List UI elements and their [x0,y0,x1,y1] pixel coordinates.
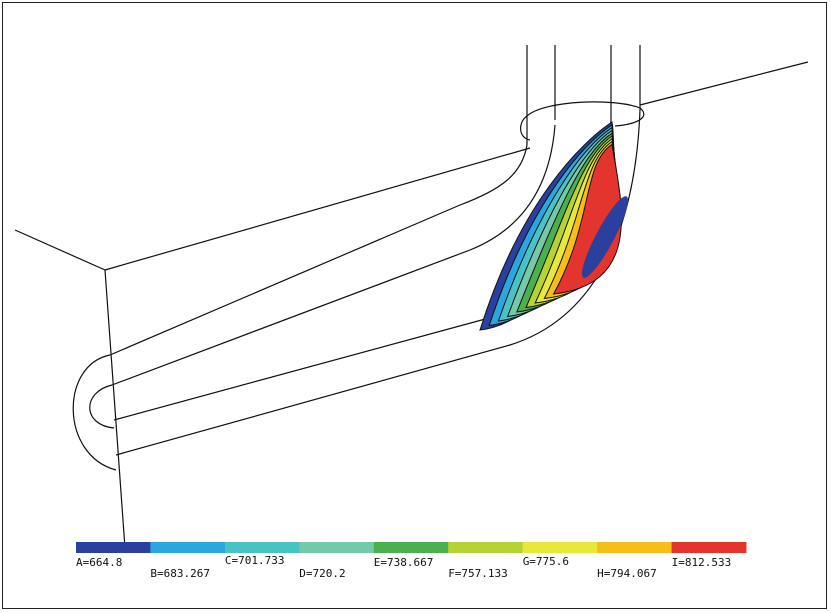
contour-region-side [581,196,629,278]
legend-label-e: E=738.667 [374,556,434,569]
left-end-inner [89,384,115,429]
pipe-top-inner [520,115,531,141]
legend-color-bin-5 [373,542,449,553]
legend-color-bin-4 [299,542,375,553]
legend-color-bin-8 [597,542,672,553]
legend-label-h: H=794.067 [597,567,657,580]
wireframe-geometry [14,45,809,549]
legend-color-bin-2 [150,542,226,553]
legend-color-bin-9 [671,542,747,553]
elbow-curve-1 [109,144,528,356]
legend-label-c: C=701.733 [225,554,285,567]
contour-region-9 [552,143,622,295]
block-edge-top [104,147,531,271]
contour-legend: A=664.8 B=683.267 C=701.733 D=720.2 E=738.66… [76,542,747,580]
legend-label-i: I=812.533 [672,556,732,569]
block-edge-right [639,61,809,106]
legend-label-f: F=757.133 [448,567,508,580]
stress-contour-side-patch [581,196,629,278]
legend-color-bin-7 [522,542,598,553]
legend-color-bin-6 [448,542,524,553]
legend-label-g: G=775.6 [523,555,569,568]
elbow-curve-2 [111,124,556,386]
legend-label-d: D=720.2 [299,567,345,580]
legend-color-bin-3 [224,542,300,553]
legend-color-bin-1 [76,542,151,553]
block-edge-left [14,229,126,549]
legend-label-a: A=664.8 [76,556,122,569]
stress-contour-band [479,121,622,331]
legend-label-b: B=683.267 [150,567,210,580]
left-end-outer [72,354,117,471]
pipe-top-opening [526,101,645,127]
